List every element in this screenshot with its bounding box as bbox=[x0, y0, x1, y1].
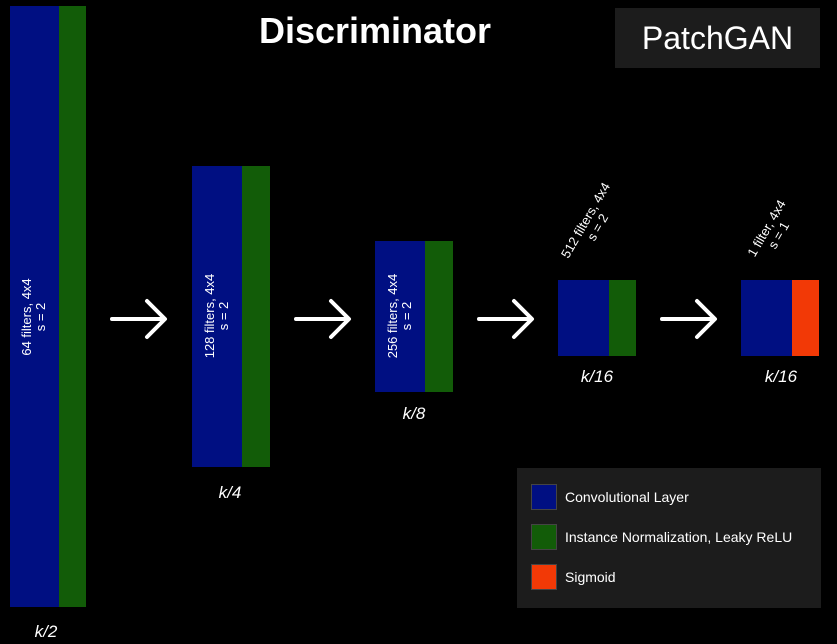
arrow-icon bbox=[660, 299, 717, 339]
layer-4-size: k/16 bbox=[580, 367, 614, 386]
layer-4-norm-block bbox=[609, 280, 636, 356]
patchgan-badge: PatchGAN bbox=[615, 8, 820, 68]
legend-sigmoid-swatch bbox=[531, 564, 557, 590]
diagram-title: Discriminator bbox=[258, 10, 492, 51]
legend-conv-swatch bbox=[531, 484, 557, 510]
layer-1-norm-block bbox=[59, 6, 86, 607]
legend-conv-label: Convolutional Layer bbox=[565, 489, 689, 505]
arrow-icon bbox=[294, 299, 351, 339]
layer-2-conv-block bbox=[192, 166, 242, 467]
arrow-icon bbox=[110, 299, 167, 339]
legend-norm-swatch bbox=[531, 524, 557, 550]
legend-sigmoid-label: Sigmoid bbox=[565, 569, 616, 585]
layer-3-norm-block bbox=[425, 241, 453, 392]
layer-2-norm-block bbox=[242, 166, 270, 467]
arrow-icon bbox=[477, 299, 534, 339]
layer-5-size: k/16 bbox=[764, 367, 798, 386]
layer-1-size: k/2 bbox=[34, 622, 58, 641]
layer-1-conv-block bbox=[10, 6, 59, 607]
layer-2-size: k/4 bbox=[218, 483, 242, 502]
layer-3-size: k/8 bbox=[402, 404, 426, 423]
layer-4-conv-block bbox=[558, 280, 609, 356]
layer-3-conv-block bbox=[375, 241, 425, 392]
legend-norm-label: Instance Normalization, Leaky ReLU bbox=[565, 529, 793, 545]
layer-5-sigmoid-block bbox=[792, 280, 819, 356]
legend-panel bbox=[517, 468, 821, 608]
layer-5-conv-block bbox=[741, 280, 792, 356]
